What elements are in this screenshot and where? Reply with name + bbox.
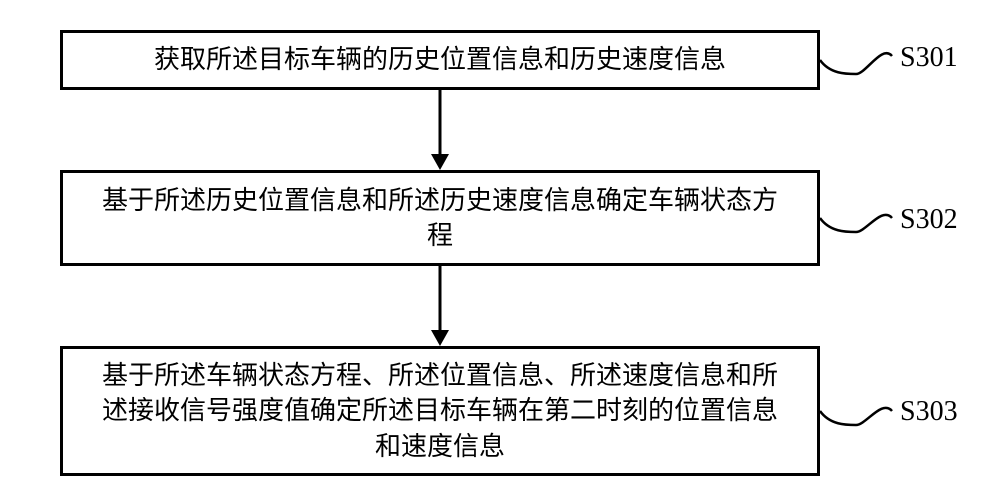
arrow-down — [0, 0, 1000, 500]
flowchart-canvas: 获取所述目标车辆的历史位置信息和历史速度信息S301基于所述历史位置信息和所述历… — [0, 0, 1000, 500]
